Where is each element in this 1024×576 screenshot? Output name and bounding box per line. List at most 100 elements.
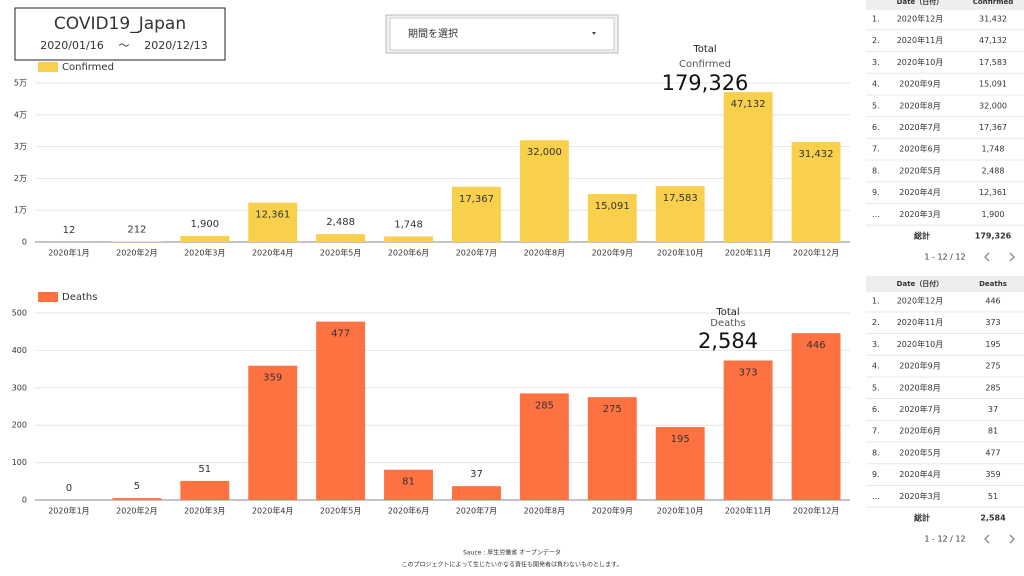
row-index: 2.: [872, 318, 880, 327]
row-date: 2020年10月: [897, 57, 944, 67]
x-tick-label: 2020年6月: [388, 248, 429, 258]
next-page[interactable]: [1009, 252, 1015, 262]
y-tick-label: 200: [12, 421, 27, 430]
data-label: 31,432: [799, 149, 834, 160]
row-date: 2020年10月: [897, 339, 944, 349]
table-header: Date（日付）: [897, 0, 944, 6]
row-index: 9.: [872, 188, 880, 197]
row-date: 2020年7月: [899, 122, 940, 132]
row-value: 15,091: [979, 80, 1007, 89]
bar: [112, 241, 162, 242]
x-tick-label: 2020年5月: [320, 506, 361, 516]
y-tick-label: 300: [12, 383, 27, 392]
x-tick-label: 2020年1月: [48, 506, 89, 516]
row-date: 2020年9月: [899, 361, 940, 371]
legend-label: Deaths: [62, 292, 97, 303]
x-tick-label: 2020年12月: [793, 506, 840, 516]
bar: [519, 393, 569, 500]
prev-page[interactable]: [984, 534, 990, 544]
data-label: 12,361: [255, 210, 290, 221]
x-tick-label: 2020年2月: [116, 506, 157, 516]
row-index: 7.: [872, 427, 880, 436]
bar: [587, 194, 637, 242]
row-value: 17,367: [979, 123, 1007, 132]
row-date: 2020年6月: [899, 144, 940, 154]
row-value: 275: [985, 362, 1000, 371]
x-tick-label: 2020年11月: [725, 506, 772, 516]
row-date: 2020年11月: [897, 35, 944, 45]
x-tick-label: 2020年4月: [252, 506, 293, 516]
y-tick-label: 3万: [14, 142, 27, 151]
total-row-label: 総計: [914, 231, 930, 241]
data-label: 37: [470, 469, 483, 480]
table-header-bg: [866, 276, 1024, 292]
row-index: …: [872, 210, 880, 219]
data-label: 5: [134, 481, 140, 492]
bar: [655, 186, 705, 242]
x-tick-label: 2020年6月: [388, 506, 429, 516]
total-label: Total: [692, 44, 716, 55]
dropdown[interactable]: [389, 17, 615, 51]
row-date: 2020年5月: [899, 165, 940, 175]
row-date: 2020年11月: [897, 317, 944, 327]
prev-page[interactable]: [984, 252, 990, 262]
pagination: 1 - 12 / 12: [924, 535, 965, 544]
table-header: Confirmed: [973, 0, 1014, 6]
x-tick-label: 2020年8月: [524, 506, 565, 516]
data-label: 32,000: [527, 147, 562, 158]
row-index: 3.: [872, 340, 880, 349]
pagination: 1 - 12 / 12: [924, 253, 965, 262]
row-index: 3.: [872, 58, 880, 67]
data-label: 275: [603, 404, 622, 415]
bar: [452, 486, 501, 500]
date-separator: 〜: [119, 39, 130, 52]
x-tick-label: 2020年10月: [657, 248, 704, 258]
y-tick-label: 1万: [14, 206, 27, 215]
legend-swatch: [38, 292, 58, 302]
x-tick-label: 2020年7月: [456, 506, 497, 516]
y-tick-label: 500: [12, 309, 27, 318]
x-tick-label: 2020年11月: [725, 248, 772, 258]
y-tick-label: 0: [22, 496, 27, 505]
x-tick-label: 2020年8月: [524, 248, 565, 258]
x-tick-label: 2020年5月: [320, 248, 361, 258]
y-tick-label: 0: [22, 238, 27, 247]
next-page[interactable]: [1009, 534, 1015, 544]
footer-disclaimer: このプロジェクトによって生じたいかなる責任も開発者は負わないものとします。: [402, 561, 623, 569]
date-from: 2020/01/16: [40, 39, 103, 52]
legend-label: Confirmed: [62, 62, 114, 73]
row-index: 7.: [872, 145, 880, 154]
data-label: 212: [127, 224, 146, 235]
bar: [723, 360, 773, 500]
bar: [316, 321, 366, 500]
total-row-value: 2,584: [980, 514, 1006, 523]
data-label: 15,091: [595, 201, 630, 212]
table-header-bg: [866, 0, 1024, 10]
x-tick-label: 2020年9月: [592, 248, 633, 258]
row-date: 2020年12月: [897, 296, 944, 306]
x-tick-label: 2020年4月: [252, 248, 293, 258]
data-label: 51: [198, 464, 211, 475]
y-tick-label: 2万: [14, 174, 27, 183]
x-tick-label: 2020年12月: [793, 248, 840, 258]
x-tick-label: 2020年2月: [116, 248, 157, 258]
data-label: 373: [739, 367, 758, 378]
total-name: Deaths: [710, 318, 745, 329]
row-value: 195: [985, 340, 1000, 349]
dropdown-arrow: [592, 32, 596, 35]
data-label: 81: [402, 477, 415, 488]
title: COVID19_Japan: [54, 14, 186, 34]
row-value: 12,361: [979, 188, 1007, 197]
row-index: 5.: [872, 101, 880, 110]
x-tick-label: 2020年3月: [184, 506, 225, 516]
dropdown-label: 期間を選択: [408, 27, 458, 40]
x-tick-label: 2020年10月: [657, 506, 704, 516]
row-value: 32,000: [979, 101, 1007, 110]
row-index: 2.: [872, 36, 880, 45]
bar: [180, 480, 230, 500]
data-label: 285: [535, 400, 554, 411]
y-tick-label: 5万: [14, 79, 27, 88]
total-row-value: 179,326: [975, 232, 1012, 241]
bar: [180, 235, 230, 242]
